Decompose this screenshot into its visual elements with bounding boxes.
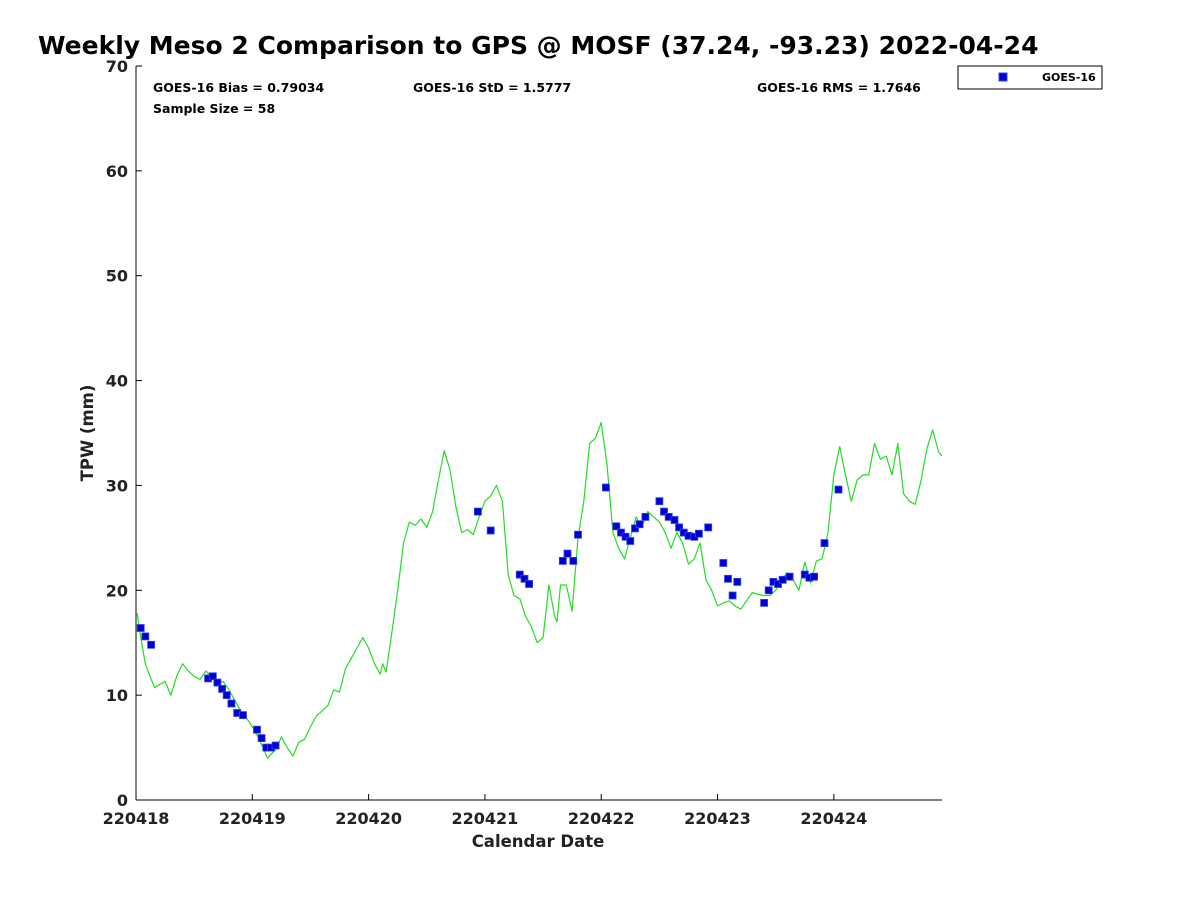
goes-16-point [820, 539, 829, 547]
y-tick-label: 40 [106, 372, 128, 391]
goes-16-point [486, 526, 495, 535]
goes-16-point [719, 559, 728, 567]
goes-16-point [834, 485, 843, 494]
goes-16-point [147, 640, 156, 649]
goes-16-point [227, 699, 236, 708]
y-tick-label: 0 [117, 791, 128, 810]
legend-entry-goes-16: GOES-16 [1042, 71, 1096, 84]
goes-16-point [760, 599, 768, 607]
goes-16-point [778, 575, 787, 584]
goes-16-point [569, 557, 578, 565]
goes-16-point [641, 513, 650, 521]
series-layer [136, 421, 943, 759]
rms-stat: GOES-16 RMS = 1.7646 [757, 80, 921, 95]
goes-16-point [621, 532, 630, 541]
y-tick-label: 70 [106, 57, 128, 76]
goes-16-point [612, 522, 621, 531]
x-tick-label: 220423 [684, 809, 751, 828]
goes-16-point [257, 734, 266, 742]
goes-16-point [655, 497, 664, 506]
x-ticks: 220418 220419 220420 220421 220422 220423 2204… [103, 794, 867, 828]
goes-16-point [271, 741, 280, 750]
goes-16-point [218, 685, 227, 693]
goes-16-point [660, 507, 668, 516]
goes-16-point [724, 574, 732, 583]
goes-16-point [635, 520, 644, 529]
gps-series-line [136, 421, 943, 759]
goes-16-point [563, 549, 572, 558]
x-tick-label: 220419 [219, 809, 286, 828]
goes-16-point [670, 516, 679, 524]
goes-16-point [525, 580, 533, 588]
goes-16-point [764, 586, 773, 595]
goes-16-point [602, 483, 610, 492]
goes-16-point [520, 574, 529, 583]
goes-16-point [626, 537, 635, 545]
x-axis-label: Calendar Date [472, 832, 605, 851]
goes-16-point [774, 580, 782, 588]
goes-16-point [515, 570, 524, 579]
y-tick-label: 60 [106, 162, 128, 181]
y-tick-label: 50 [106, 267, 128, 286]
goes-16-point [141, 632, 150, 641]
goes-16-point [728, 591, 737, 600]
goes-16-point [253, 725, 261, 734]
goes-16-point [208, 672, 217, 681]
y-ticks: 0 10 20 30 40 50 60 70 [106, 57, 142, 810]
y-axis-label: TPW (mm) [78, 385, 97, 482]
plot-area: 0 10 20 30 40 50 60 70 220418 220419 220420 220421… [103, 57, 943, 828]
std-stat: GOES-16 StD = 1.5777 [413, 80, 571, 95]
x-tick-label: 220421 [452, 809, 519, 828]
goes-16-point [136, 624, 145, 632]
goes-16-point [473, 507, 482, 516]
sample-size-stat: Sample Size = 58 [153, 101, 275, 116]
goes-16-point [574, 530, 582, 539]
goes-16-point [631, 524, 639, 533]
bias-stat: GOES-16 Bias = 0.79034 [153, 80, 324, 95]
legend-box [957, 65, 1103, 90]
goes-16-point [239, 711, 247, 719]
goes-16-point [733, 578, 742, 586]
goes-16-point [785, 572, 794, 581]
goes-16-point [558, 557, 567, 565]
chart-title: Weekly Meso 2 Comparison to GPS @ MOSF (… [38, 31, 1038, 60]
x-tick-label: 220418 [103, 809, 170, 828]
y-tick-label: 10 [106, 686, 128, 705]
y-tick-label: 30 [106, 476, 128, 495]
goes-16-point [222, 691, 231, 699]
goes-16-point [695, 529, 703, 538]
goes-16-point [704, 523, 713, 532]
goes-16-point [213, 678, 222, 687]
x-tick-label: 220424 [800, 809, 867, 828]
x-tick-label: 220422 [568, 809, 635, 828]
legend: GOES-16 [957, 65, 1103, 90]
goes-16-point [617, 528, 625, 537]
x-tick-label: 220420 [335, 809, 402, 828]
goes-16-point [810, 572, 818, 581]
y-tick-label: 20 [106, 581, 128, 600]
goes-16-point [675, 523, 683, 532]
legend-marker [998, 72, 1008, 82]
